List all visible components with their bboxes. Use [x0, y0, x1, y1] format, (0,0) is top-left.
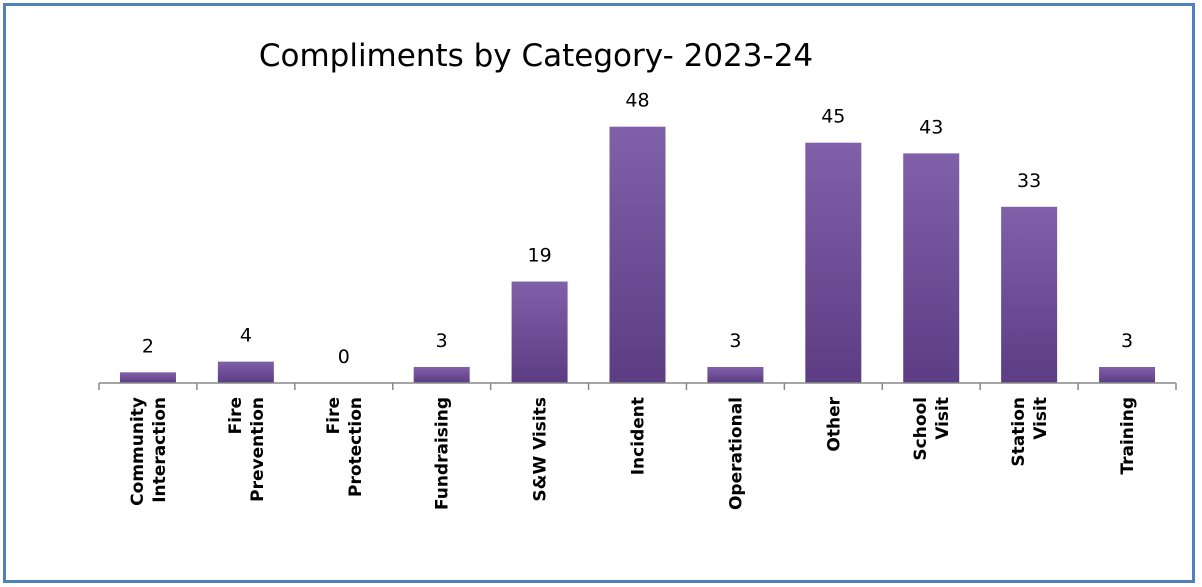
- data-label: 0: [338, 346, 350, 368]
- category-label: Fire Prevention: [226, 397, 268, 502]
- category-label: Training: [1118, 397, 1138, 475]
- category-labels-layer: Community Interaction Fire Prevention Fire Pr…: [128, 396, 1138, 510]
- category-label: S&W Visits: [531, 397, 551, 502]
- x-ticks-layer: [98, 383, 1177, 390]
- category-label-line: Fire: [324, 397, 344, 434]
- category-label-line: Other: [824, 396, 844, 451]
- bars-layer: [119, 126, 1156, 384]
- category-label-line: Fire: [226, 397, 246, 434]
- bar: [1099, 366, 1156, 383]
- category-label: Station Visit: [1009, 397, 1051, 467]
- category-label-line: Visit: [1031, 397, 1051, 440]
- data-label: 3: [436, 330, 448, 352]
- data-label: 19: [527, 245, 551, 267]
- category-label: Fundraising: [433, 397, 453, 510]
- bar: [805, 142, 862, 383]
- category-label-line: Protection: [346, 397, 366, 497]
- category-label-line: Training: [1118, 397, 1138, 475]
- category-label: Incident: [629, 397, 649, 475]
- category-label-line: Incident: [629, 397, 649, 475]
- category-label-line: Prevention: [248, 397, 268, 502]
- data-label: 45: [821, 106, 845, 128]
- bar: [707, 366, 764, 383]
- data-label: 3: [1121, 330, 1133, 352]
- category-label-line: Visit: [933, 397, 953, 440]
- chart-frame: Compliments by Category- 2023-24 2 4 0 3 19 4…: [3, 3, 1195, 583]
- category-label-line: Fundraising: [433, 397, 453, 510]
- data-label: 3: [729, 330, 741, 352]
- bar: [1001, 206, 1058, 383]
- category-label: Community Interaction: [128, 397, 170, 506]
- bar: [413, 366, 470, 383]
- category-label: Fire Protection: [324, 397, 366, 497]
- category-label-line: Interaction: [150, 397, 170, 503]
- bar: [609, 126, 666, 384]
- category-label-line: School: [911, 397, 931, 461]
- bar-chart: Compliments by Category- 2023-24 2 4 0 3 19 4…: [98, 38, 1177, 510]
- category-label: School Visit: [911, 397, 953, 461]
- data-label: 2: [142, 335, 154, 357]
- data-label: 43: [919, 116, 943, 138]
- category-label-line: Operational: [726, 397, 746, 510]
- bar: [217, 361, 274, 383]
- category-label: Other: [824, 396, 844, 451]
- category-label-line: Community: [128, 397, 148, 506]
- data-label: 4: [240, 325, 252, 347]
- bar: [119, 372, 176, 383]
- bar: [511, 281, 568, 383]
- category-label: Operational: [726, 397, 746, 510]
- category-label-line: Station: [1009, 397, 1029, 467]
- data-label: 33: [1017, 170, 1041, 192]
- bar: [903, 153, 960, 383]
- data-label: 48: [625, 90, 649, 112]
- category-label-line: S&W Visits: [531, 397, 551, 502]
- chart-title: Compliments by Category- 2023-24: [259, 38, 813, 74]
